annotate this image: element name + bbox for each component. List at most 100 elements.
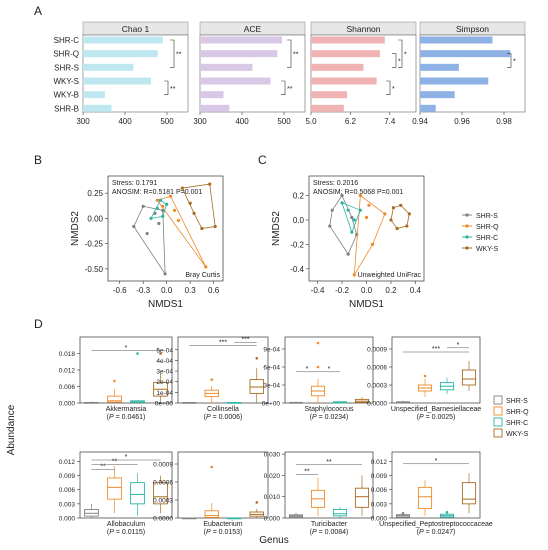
sample-point (340, 201, 344, 205)
p-value: (P = 0.0006) (204, 414, 243, 421)
sig-label: * (125, 454, 128, 461)
bar (83, 77, 152, 85)
legend-swatch (493, 417, 503, 427)
box (249, 379, 264, 394)
box (354, 487, 370, 508)
y-tick-label: 0e+00 (155, 401, 174, 408)
facet-title: Chao 1 (122, 24, 150, 34)
method-label: Unweighted UniFrac (358, 272, 422, 279)
group-hull (181, 183, 216, 229)
sample-point (204, 265, 208, 269)
tick-label: 0.96 (454, 117, 470, 126)
bar (83, 91, 105, 99)
sig-label: * (125, 345, 128, 352)
group-label: SHR-B (54, 104, 79, 113)
sig-label: ** (100, 463, 106, 470)
sig-label: ** (112, 459, 118, 466)
group-label: SHR-Q (53, 50, 79, 59)
anosim-text: ANOSIM: R=0.5068 P=0.001 (313, 189, 403, 196)
legend-swatch (493, 395, 503, 405)
group-hull (156, 195, 207, 268)
sig-label: * (306, 366, 309, 373)
x-tick-label: 0.2 (385, 286, 397, 295)
legend-label: WKY-S (476, 246, 499, 253)
outlier-point (316, 341, 320, 345)
sample-point (405, 224, 409, 228)
bar (420, 77, 489, 85)
legend-label: SHR-S (476, 213, 498, 220)
y-tick-label: 0.018 (59, 351, 76, 358)
genus-name: Akkermansia (106, 406, 147, 413)
sig-label: * (404, 52, 407, 59)
legend-marker (465, 246, 469, 250)
y-tick-label: 0.003 (371, 501, 388, 508)
sig-bracket (507, 53, 512, 68)
sig-bracket (287, 39, 292, 68)
y-tick-label: 0.010 (264, 494, 281, 501)
sample-point (352, 273, 356, 277)
y-tick-label: 0.000 (59, 401, 76, 408)
box (204, 510, 219, 518)
sample-point (346, 252, 350, 256)
genus-name: Turicibacter (311, 521, 348, 528)
x-axis-label: Genus (259, 535, 288, 546)
bar (311, 50, 380, 58)
y-axis-label: NMDS2 (70, 211, 81, 246)
y-tick-label: 0.0009 (153, 462, 173, 469)
sig-label: ** (326, 459, 332, 466)
panel-b-nmds-bray-curtis: Stress: 0.1791 ANOSIM: R=0.5181 P=0.001 Br… (70, 175, 224, 310)
sample-point (371, 242, 375, 246)
sample-point (350, 215, 354, 220)
p-symbol: P (419, 414, 424, 421)
p-symbol: P (312, 414, 317, 421)
genus-name: Allobaculum (107, 521, 145, 528)
outlier-point (159, 352, 162, 355)
sig-bracket (386, 80, 391, 95)
p-symbol: P (206, 529, 211, 536)
sample-point (192, 211, 196, 215)
sample-point (149, 216, 153, 221)
nmds-legend: SHR-S SHR-Q SHR-C WKY-S (462, 213, 499, 253)
y-tick-label: 5e-04 (156, 347, 173, 354)
panel-label-b: B (34, 153, 42, 167)
y-tick-label: 0.012 (371, 459, 388, 466)
y-tick-label: 4e-04 (156, 358, 173, 365)
sample-point (155, 206, 159, 210)
sig-bracket (398, 39, 403, 68)
y-tick-label: 0.0000 (153, 516, 173, 523)
sig-label: ** (293, 52, 299, 59)
sample-point (328, 224, 332, 228)
facet-title: ACE (244, 24, 262, 34)
x-tick-label: 0.3 (185, 286, 197, 295)
sig-label: * (513, 59, 516, 66)
box (107, 477, 122, 500)
sample-point (350, 230, 354, 234)
sample-point (180, 186, 184, 190)
bar (311, 36, 385, 44)
y-tick-label: 0.0006 (153, 480, 173, 487)
outlier-point (210, 465, 214, 469)
group-hull (341, 202, 361, 234)
outlier-point (423, 374, 427, 378)
genus-name: Unspecified_Peptostreptococcaceae (379, 521, 493, 528)
tick-label: 5.0 (305, 117, 317, 126)
p-value: (P = 0.0025) (417, 414, 456, 421)
x-tick-label: -0.4 (311, 286, 325, 295)
tick-label: 400 (235, 117, 249, 126)
tick-label: 7.4 (384, 117, 396, 126)
sample-point (155, 198, 159, 202)
panel-label-a: A (34, 4, 42, 18)
y-tick-label: 0.000 (264, 516, 281, 523)
x-axis-label: NMDS1 (349, 299, 384, 310)
panel-label-d: D (34, 317, 43, 331)
x-tick-label: 0.4 (410, 286, 422, 295)
genus-name: Staphylococcus (304, 406, 354, 413)
bar (420, 36, 493, 44)
y-tick-label: 0e+00 (262, 401, 281, 408)
anosim-text: ANOSIM: R=0.5181 P=0.001 (112, 189, 202, 196)
legend-label: SHR-C (506, 420, 528, 427)
legend-marker (465, 224, 469, 228)
sig-bracket (281, 80, 286, 95)
group-label: SHR-S (54, 63, 79, 72)
